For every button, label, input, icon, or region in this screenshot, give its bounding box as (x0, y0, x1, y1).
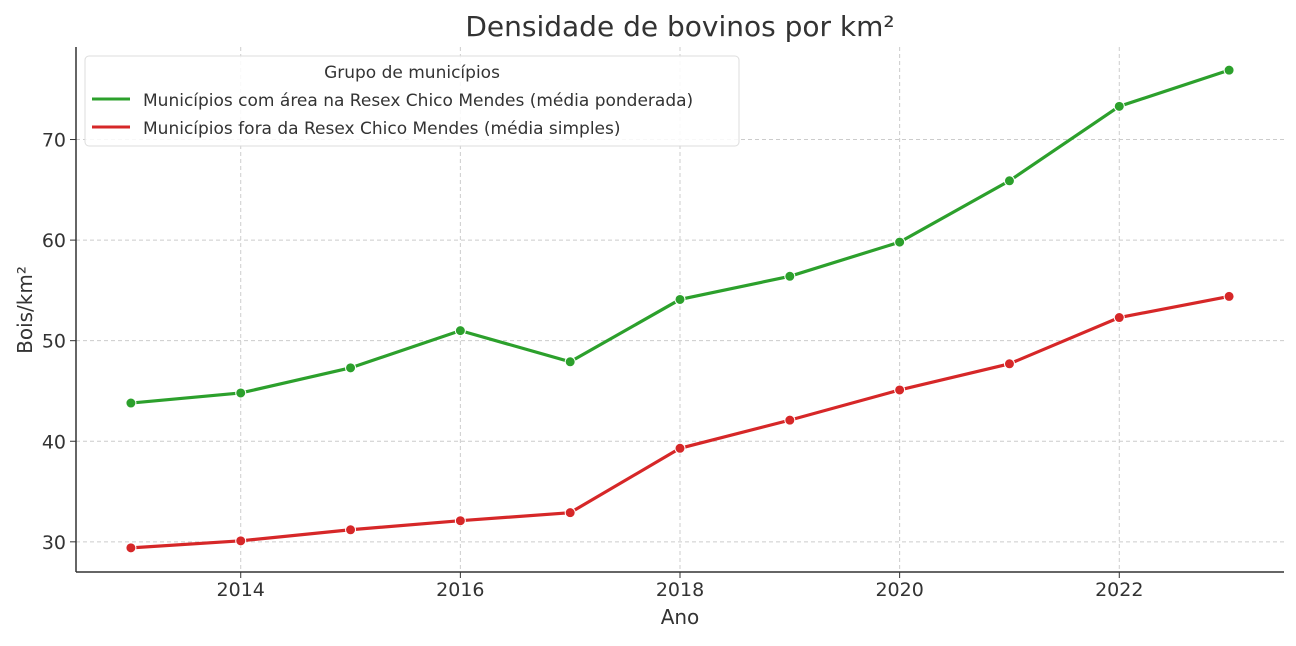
legend: Grupo de municípios Municípios com área … (84, 55, 740, 147)
series-group (125, 64, 1235, 554)
chart-title: Densidade de bovinos por km² (465, 10, 894, 43)
y-tick-label: 30 (42, 532, 66, 554)
data-point (1223, 290, 1235, 302)
data-point (125, 542, 137, 554)
data-point (1223, 64, 1235, 76)
y-tick-label: 60 (42, 230, 66, 252)
data-point (1113, 312, 1125, 324)
data-point (784, 270, 796, 282)
y-tick-label: 50 (42, 331, 66, 353)
data-point (674, 442, 686, 454)
legend-entry-2: Municípios fora da Resex Chico Mendes (m… (143, 119, 621, 139)
data-point (894, 384, 906, 396)
y-tick-label: 40 (42, 431, 66, 453)
x-tick-label: 2018 (656, 579, 704, 601)
data-point (894, 236, 906, 248)
data-point (454, 325, 466, 337)
legend-entry-1: Municípios com área na Resex Chico Mende… (143, 91, 693, 111)
data-point (1003, 358, 1015, 370)
data-point (235, 535, 247, 547)
data-point (1113, 100, 1125, 112)
data-point (454, 515, 466, 527)
legend-title: Grupo de municípios (324, 63, 500, 83)
x-tick-label: 2020 (875, 579, 923, 601)
x-tick-label: 2016 (436, 579, 484, 601)
axes: 2014 2016 2018 2020 2022 30 40 50 60 70 (42, 47, 1284, 601)
legend-box (84, 55, 740, 147)
data-point (1003, 175, 1015, 187)
data-point (235, 387, 247, 399)
data-point (564, 507, 576, 519)
data-point (345, 524, 357, 536)
data-point (345, 362, 357, 374)
x-tick-label: 2014 (217, 579, 265, 601)
data-point (674, 293, 686, 305)
x-axis-label: Ano (661, 605, 700, 629)
data-point (564, 356, 576, 368)
y-axis-label: Bois/km² (13, 266, 37, 354)
data-point (125, 397, 137, 409)
x-tick-label: 2022 (1095, 579, 1143, 601)
data-point (784, 414, 796, 426)
y-tick-label: 70 (42, 130, 66, 152)
